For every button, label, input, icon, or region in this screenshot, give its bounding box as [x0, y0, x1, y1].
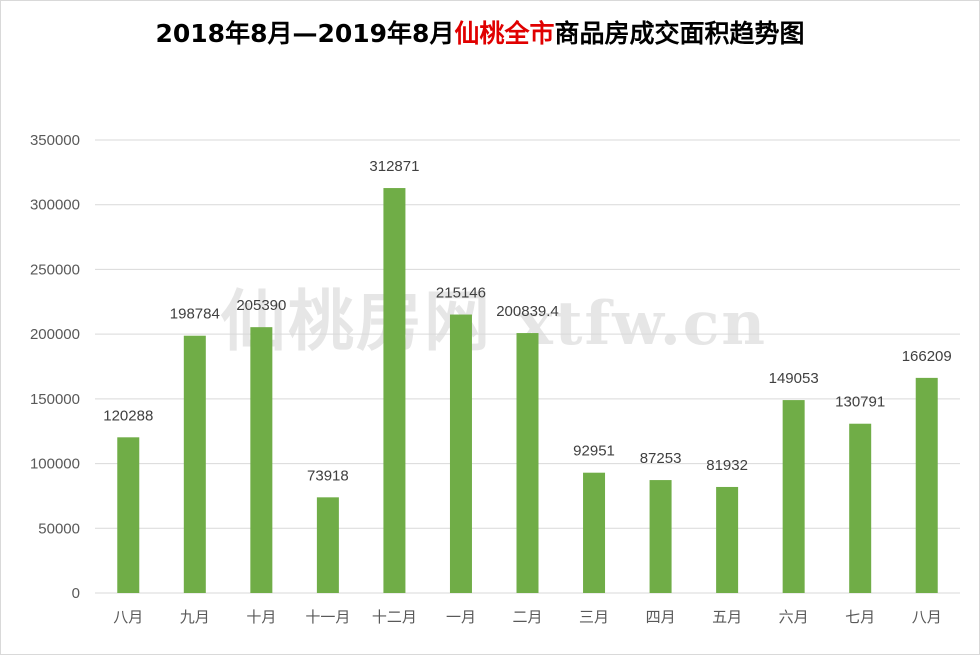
data-label-0: 120288 — [103, 407, 153, 424]
bar-9 — [716, 486, 739, 593]
bar-5 — [449, 314, 472, 593]
bar-6 — [516, 333, 539, 593]
x-tick-label-6: 二月 — [512, 608, 542, 626]
bar-10 — [782, 400, 805, 593]
bar-1 — [183, 335, 206, 593]
bar-12 — [915, 377, 938, 593]
bars — [117, 188, 938, 593]
x-tick-label-2: 十月 — [246, 608, 276, 626]
y-axis-ticks: 0 50000 100000 150000 200000 250000 300000 3500… — [30, 132, 80, 602]
bar-11 — [849, 423, 872, 593]
data-label-1: 198784 — [170, 306, 220, 323]
data-label-4: 312871 — [369, 158, 419, 175]
data-label-9: 81932 — [706, 457, 748, 474]
bar-4 — [383, 188, 406, 593]
title-prefix: 2018年8月—2019年8月 — [155, 19, 455, 48]
x-tick-label-1: 九月 — [180, 608, 210, 626]
x-tick-label-8: 四月 — [646, 608, 676, 626]
data-label-5: 215146 — [436, 285, 486, 302]
data-label-3: 73918 — [307, 467, 349, 484]
data-label-10: 149053 — [769, 370, 819, 387]
y-tick-label: 0 — [72, 585, 80, 602]
y-tick-label: 200000 — [30, 326, 80, 343]
data-label-6: 200839.4 — [496, 303, 559, 320]
title-suffix: 商品房成交面积趋势图 — [554, 19, 805, 48]
data-label-7: 92951 — [573, 443, 615, 460]
bar-7 — [583, 472, 606, 593]
data-label-11: 130791 — [835, 394, 885, 411]
x-tick-label-12: 八月 — [912, 608, 942, 626]
y-tick-label: 250000 — [30, 261, 80, 278]
y-tick-label: 150000 — [30, 391, 80, 408]
x-tick-label-10: 六月 — [779, 608, 809, 626]
data-label-8: 87253 — [640, 450, 682, 467]
y-tick-label: 100000 — [30, 456, 80, 473]
data-label-12: 166209 — [902, 348, 952, 365]
y-tick-label: 300000 — [30, 197, 80, 214]
bar-8 — [649, 480, 672, 593]
x-tick-label-3: 十一月 — [305, 608, 350, 626]
x-tick-label-9: 五月 — [712, 608, 742, 626]
chart-title: 2018年8月—2019年8月仙桃全市商品房成交面积趋势图 — [0, 14, 960, 50]
x-axis-labels: 八月 九月 十月 十一月 十二月 一月 二月 三月 四月 五月 六月 七月 八月 — [113, 608, 941, 626]
data-label-2: 205390 — [236, 297, 286, 314]
x-tick-label-4: 十二月 — [372, 608, 417, 626]
bar-2 — [250, 327, 273, 593]
title-highlight: 仙桃全市 — [454, 19, 555, 48]
bar-0 — [117, 437, 140, 593]
x-tick-label-0: 八月 — [113, 608, 143, 626]
x-tick-label-5: 一月 — [446, 608, 476, 626]
data-labels: 120288 198784 205390 73918 312871 215146 20083… — [103, 158, 952, 484]
bar-3 — [316, 497, 339, 593]
y-tick-label: 50000 — [38, 520, 80, 537]
x-tick-label-7: 三月 — [579, 608, 609, 626]
y-tick-label: 350000 — [30, 132, 80, 149]
x-tick-label-11: 七月 — [845, 608, 875, 626]
